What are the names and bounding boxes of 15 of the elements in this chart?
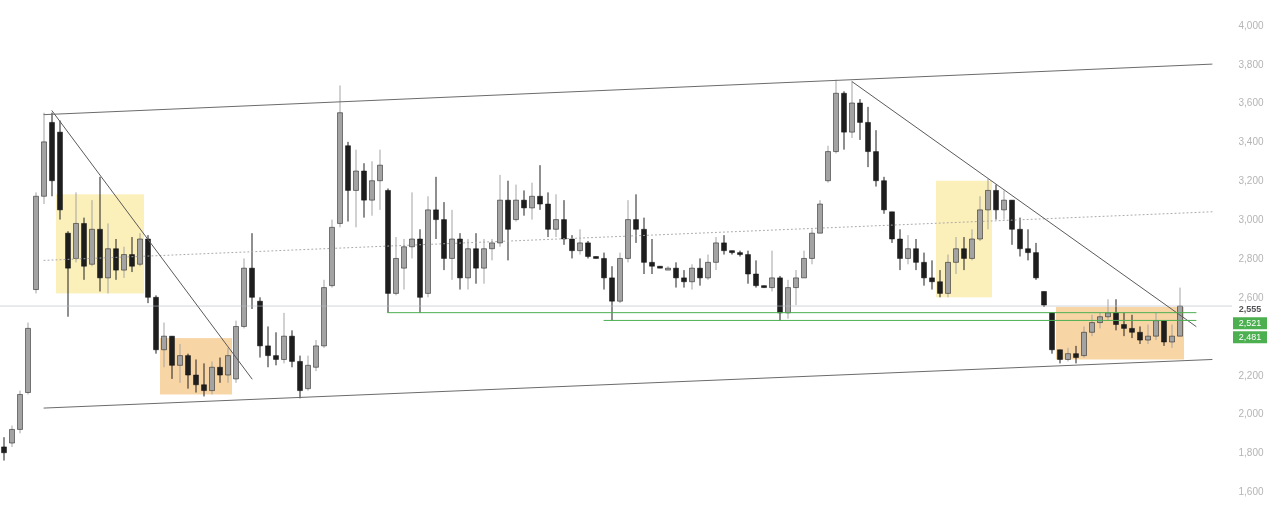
y-tick-label: 2,200	[1238, 369, 1264, 381]
y-tick-label: 1,600	[1238, 486, 1264, 498]
y-tick-label: 3,000	[1238, 214, 1264, 226]
text: 2,521	[1238, 318, 1262, 329]
y-tick-label: 3,800	[1238, 58, 1264, 70]
y-tick-label: 3,400	[1238, 136, 1264, 148]
y-tick-label: 2,600	[1238, 291, 1264, 303]
y-tick-label: 1,800	[1238, 447, 1264, 459]
y-tick-label: 3,600	[1238, 97, 1264, 109]
y-tick-label: 2,000	[1238, 408, 1264, 420]
y-tick-label: 2,800	[1238, 252, 1264, 264]
y-tick-label: 3,200	[1238, 175, 1264, 187]
ref-line-label: 2,555	[1238, 304, 1262, 315]
y-tick-label: 4,000	[1238, 19, 1264, 31]
legend-label: 2,481	[1238, 332, 1262, 343]
